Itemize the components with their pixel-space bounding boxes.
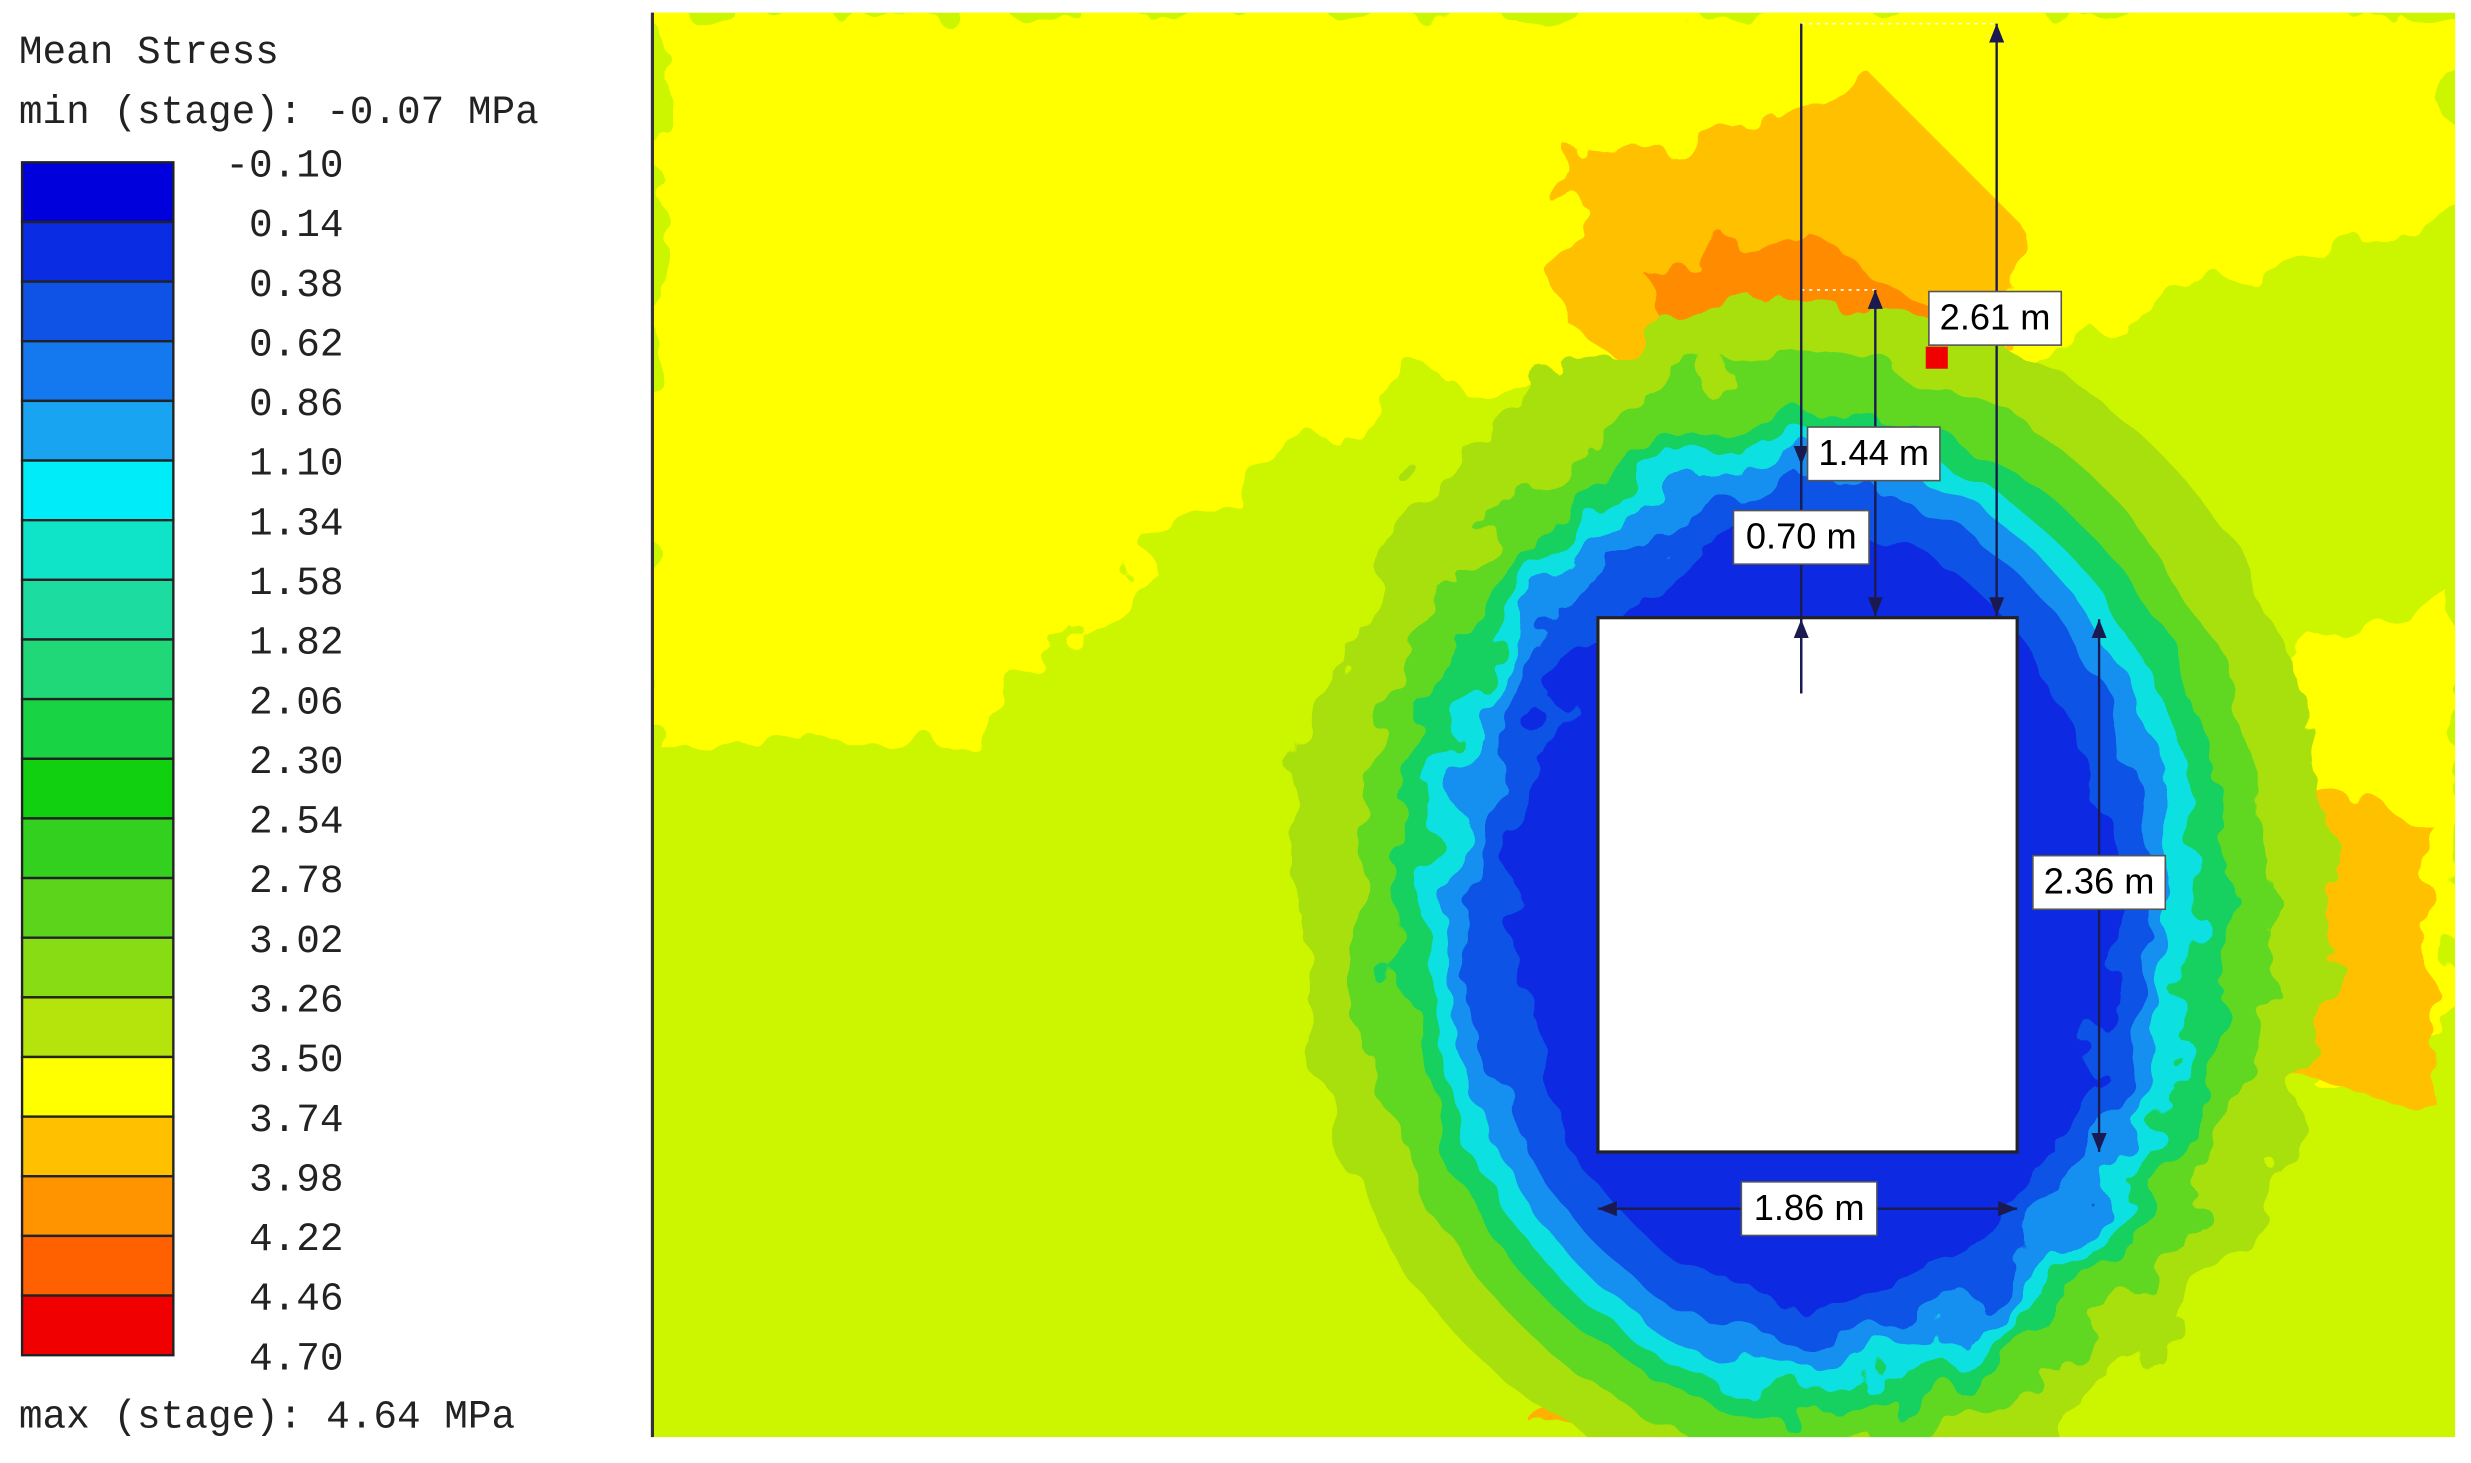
- dimension-label: 1.86 m: [1754, 1187, 1865, 1228]
- dimension-label: 2.61 m: [1940, 296, 2051, 337]
- legend-swatch: [20, 638, 175, 701]
- legend-swatch: [20, 1294, 175, 1357]
- legend-level: 3.26: [249, 979, 344, 1024]
- legend-level: 4.46: [249, 1277, 344, 1322]
- legend-level: 4.70: [249, 1336, 344, 1381]
- legend-level: 4.22: [249, 1217, 344, 1262]
- contour-plot: 2.61 m 1.44 m 0.70 m 2.36 m 1.86 m: [653, 12, 2456, 1438]
- legend-level: 1.82: [249, 621, 344, 666]
- legend-title: Mean Stress: [19, 30, 279, 75]
- legend-level: 0.86: [249, 382, 344, 427]
- legend-level: 2.78: [249, 859, 344, 904]
- dimension-label: 2.36 m: [2044, 861, 2155, 902]
- legend-swatch: [20, 1115, 175, 1178]
- dimension-label: 0.70 m: [1746, 516, 1857, 557]
- dimensions: 2.61 m 1.44 m 0.70 m 2.36 m 1.86 m: [1597, 22, 2167, 1237]
- legend-swatch: [20, 1055, 175, 1118]
- legend-swatch: [20, 697, 175, 760]
- legend-level: 1.58: [249, 561, 344, 606]
- legend-swatch: [20, 161, 175, 224]
- legend-level: 3.02: [249, 919, 344, 964]
- legend-level: 0.14: [249, 203, 344, 248]
- legend-level: 2.06: [249, 680, 344, 725]
- legend-level: 1.10: [249, 442, 344, 487]
- legend-swatch: [20, 340, 175, 403]
- dimension-label: 1.44 m: [1818, 432, 1929, 473]
- legend-swatch: [20, 757, 175, 820]
- legend-level: 2.54: [249, 800, 344, 845]
- legend-level: 3.74: [249, 1098, 344, 1143]
- legend-level: 0.62: [249, 322, 344, 367]
- legend-swatch: [20, 399, 175, 462]
- legend-swatch: [20, 817, 175, 880]
- legend-level: 0.38: [249, 263, 344, 308]
- plot-viewport: 2.61 m 1.44 m 0.70 m 2.36 m 1.86 m: [653, 12, 2456, 1438]
- legend-level: 2.30: [249, 740, 344, 785]
- legend-swatch: [20, 459, 175, 522]
- legend-swatch: [20, 518, 175, 582]
- legend-level: 1.34: [249, 501, 344, 546]
- legend-level: 3.98: [249, 1157, 344, 1202]
- legend-level: 3.50: [249, 1038, 344, 1083]
- legend-swatch: [20, 876, 175, 939]
- legend-swatch: [20, 220, 175, 283]
- legend-swatch: [20, 280, 175, 343]
- legend-swatch: [20, 936, 175, 999]
- legend-swatch: [20, 996, 175, 1059]
- max-spot: [1925, 346, 1948, 369]
- legend-swatch: [20, 1234, 175, 1297]
- excavation: [1596, 616, 2019, 1154]
- legend-swatch: [20, 578, 175, 641]
- legend-swatch: [20, 1175, 175, 1238]
- legend-level: -0.10: [225, 143, 343, 188]
- legend: Mean Stress min (stage): -0.07 MPa max (…: [19, 30, 539, 1440]
- legend-max: max (stage): 4.64 MPa: [19, 1395, 515, 1440]
- legend-min: min (stage): -0.07 MPa: [19, 90, 539, 135]
